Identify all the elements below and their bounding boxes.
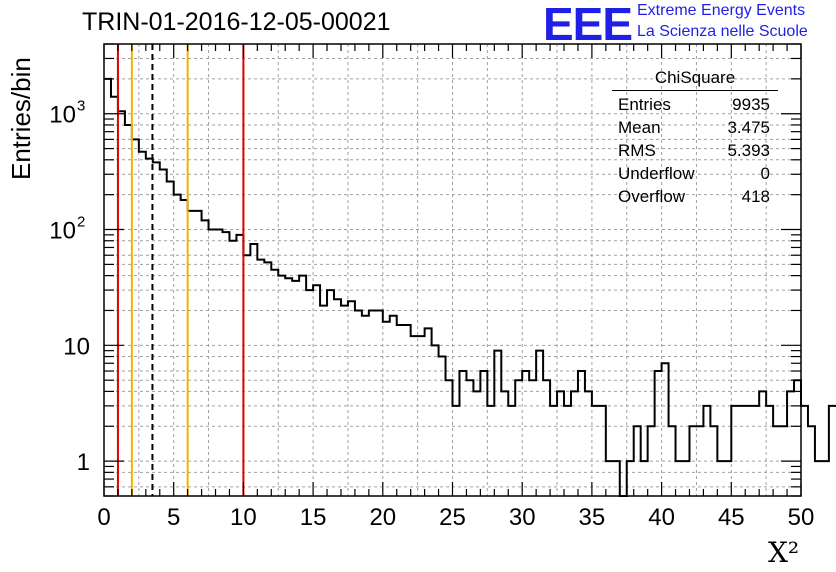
stats-row: Underflow 0 <box>612 162 778 185</box>
logo-line-2: La Scienza nelle Scuole <box>637 23 808 40</box>
stats-value: 3.475 <box>727 118 770 137</box>
x-tick-label: 45 <box>718 504 745 531</box>
x-axis-label: X² <box>768 536 800 569</box>
stats-value: 418 <box>741 187 770 206</box>
y-tick-label: 10 <box>49 102 76 129</box>
stats-title: ChiSquare <box>612 68 778 91</box>
eee-logo: EEE <box>543 0 633 50</box>
stats-value: 5.393 <box>727 141 770 160</box>
chart-title: TRIN-01-2016-12-05-00021 <box>82 8 391 36</box>
logo-line-1: Extreme Energy Events <box>637 2 806 19</box>
grid <box>104 44 801 496</box>
stats-label: Entries <box>618 95 671 114</box>
y-axis-label: Entries/bin <box>6 57 36 180</box>
x-tick-label: 5 <box>167 504 180 531</box>
x-tick-label: 20 <box>369 504 396 531</box>
y-tick-label: 1 <box>77 449 90 476</box>
x-tick-label: 10 <box>230 504 257 531</box>
threshold-lines <box>116 44 245 496</box>
x-tick-label: 30 <box>509 504 536 531</box>
x-tick-label: 50 <box>788 504 815 531</box>
x-tick-label: 40 <box>648 504 675 531</box>
y-tick-label-exponent: 3 <box>77 98 85 115</box>
y-tick-label: 10 <box>49 218 76 245</box>
stats-box: ChiSquare Entries 9935 Mean 3.475 RMS 5.393… <box>612 68 778 208</box>
stats-label: Mean <box>618 118 661 137</box>
stats-row: Overflow 418 <box>612 185 778 208</box>
stats-label: Overflow <box>618 187 686 206</box>
histogram-line <box>104 77 836 497</box>
y-tick-label-exponent: 2 <box>77 214 85 231</box>
stats-label: Underflow <box>618 164 695 183</box>
stats-row: RMS 5.393 <box>612 139 778 162</box>
x-tick-label: 25 <box>439 504 466 531</box>
stats-label: RMS <box>618 141 656 160</box>
stats-row: Mean 3.475 <box>612 116 778 139</box>
x-tick-label: 15 <box>300 504 327 531</box>
x-tick-label: 0 <box>97 504 110 531</box>
stats-value: 0 <box>760 164 770 183</box>
histogram-series <box>104 77 836 497</box>
x-tick-label: 35 <box>579 504 606 531</box>
stats-value: 9935 <box>732 95 770 114</box>
stats-row: Entries 9935 <box>612 93 778 116</box>
y-tick-label: 10 <box>63 333 90 360</box>
